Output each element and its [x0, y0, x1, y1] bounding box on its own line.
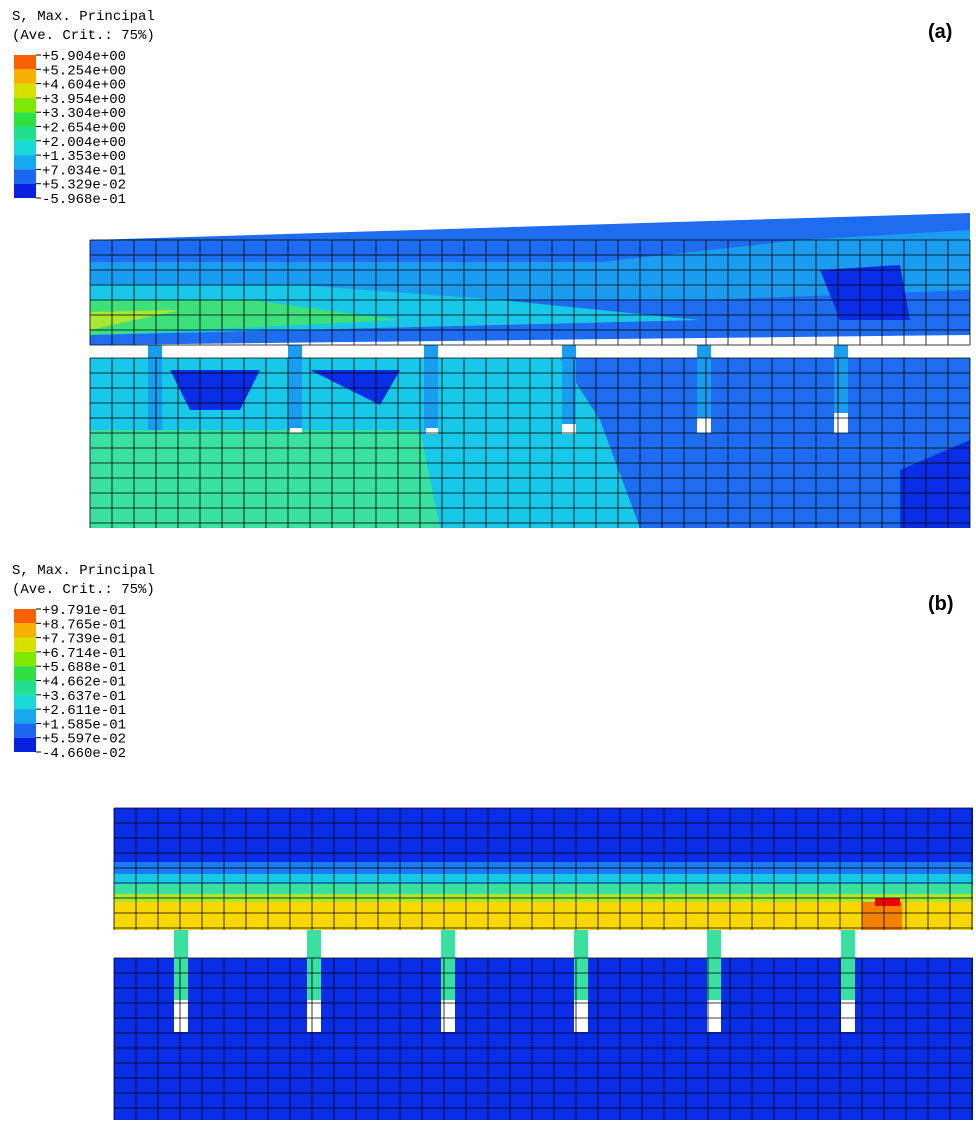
- legend-swatch: [14, 97, 36, 113]
- legend-title: S, Max. Principal: [12, 9, 155, 25]
- panel-label: (a): [928, 21, 952, 43]
- legend-swatch: [14, 666, 36, 681]
- legend-swatch: [14, 69, 36, 84]
- legend-label: -5.968e-01: [42, 192, 126, 208]
- legend-swatch: [14, 112, 36, 127]
- legend-swatch: [14, 694, 36, 710]
- legend-title: S, Max. Principal: [12, 563, 155, 579]
- panel-label: (b): [928, 593, 954, 615]
- legend-label: +5.329e-02: [42, 178, 126, 194]
- legend-subtitle: (Ave. Crit.: 75%): [12, 28, 155, 44]
- legend-label: +4.662e-01: [42, 675, 126, 691]
- legend-label: +7.739e-01: [42, 632, 126, 648]
- legend-label: +6.714e-01: [42, 646, 126, 662]
- legend-swatch: [14, 680, 36, 695]
- legend-subtitle: (Ave. Crit.: 75%): [12, 582, 155, 598]
- legend-swatch: [14, 155, 36, 170]
- legend-label: +1.585e-01: [42, 717, 126, 733]
- legend-label: +3.954e+00: [42, 92, 126, 108]
- legend-label: +1.353e+00: [42, 149, 126, 165]
- legend-label: +8.765e-01: [42, 617, 126, 633]
- legend-label: +4.604e+00: [42, 78, 126, 94]
- legend-swatch: [14, 140, 36, 156]
- legend-label: -4.660e-02: [42, 746, 126, 762]
- legend-label: +5.597e-02: [42, 732, 126, 748]
- legend-swatch: [14, 623, 36, 638]
- legend-label: +5.904e+00: [42, 49, 126, 65]
- contour-b: [113, 807, 973, 1120]
- legend-label: +2.611e-01: [42, 703, 126, 719]
- legend-label: +5.688e-01: [42, 660, 126, 676]
- legend-swatch: [14, 637, 36, 652]
- contour-a: [89, 213, 971, 528]
- legend-swatch: [14, 723, 36, 738]
- legend-swatch: [14, 609, 36, 624]
- legend-swatch: [14, 83, 36, 98]
- legend-label: +3.637e-01: [42, 689, 126, 705]
- legend-label: +2.654e+00: [42, 121, 126, 137]
- legend-label: +3.304e+00: [42, 106, 126, 122]
- legend-swatch: [14, 183, 36, 198]
- legend-label: +5.254e+00: [42, 63, 126, 79]
- legend-swatch: [14, 709, 36, 724]
- legend-label: +9.791e-01: [42, 603, 126, 619]
- legend-swatch: [14, 55, 36, 70]
- legend-swatch: [14, 126, 36, 141]
- legend-swatch: [14, 169, 36, 184]
- legend-swatch: [14, 737, 36, 752]
- legend-label: +2.004e+00: [42, 135, 126, 151]
- legend-swatch: [14, 651, 36, 667]
- legend-label: +7.034e-01: [42, 163, 126, 179]
